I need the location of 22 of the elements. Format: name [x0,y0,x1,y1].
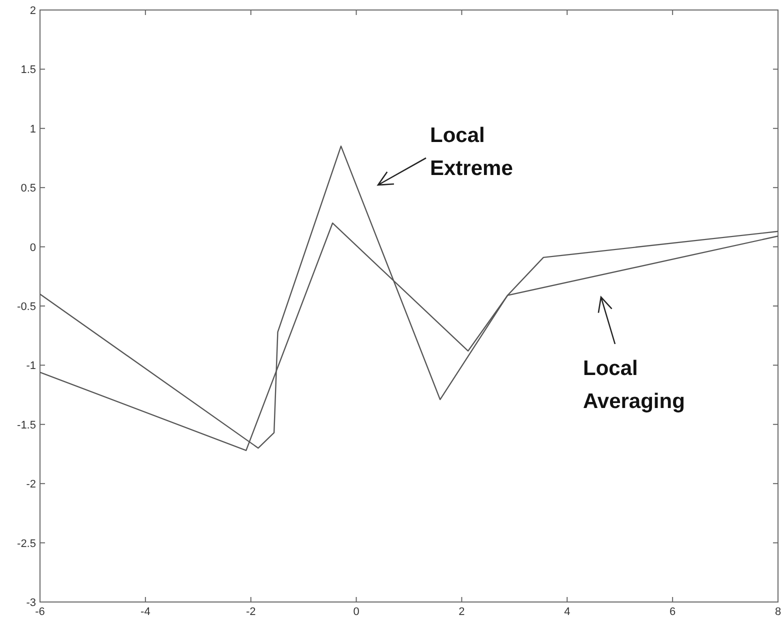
y-tick-label: -2.5 [17,538,36,550]
x-tick-label: -2 [246,606,256,618]
x-tick-label: -6 [35,606,45,618]
y-tick-label: 2 [30,5,36,17]
y-tick-label: -3 [26,597,36,609]
x-tick-label: -4 [140,606,150,618]
y-tick-label: -1 [26,360,36,372]
y-tick-label: 0 [30,242,36,254]
y-tick-label: 1 [30,123,36,136]
annotation: Local Extreme [430,124,513,180]
y-tick-label: -0.5 [17,301,36,313]
y-tick-label: 0.5 [20,182,36,195]
annotation: Local Averaging [583,357,685,413]
y-tick-label: -1.5 [17,419,36,432]
line-series [39,146,779,449]
x-tick-label: 0 [353,606,360,618]
x-tick-label: 4 [564,606,570,618]
x-tick-label: 2 [458,606,465,618]
y-tick-label: -2 [26,478,36,491]
x-tick-label: 8 [774,606,782,618]
x-tick-label: 6 [670,606,676,618]
y-tick-label: 1.5 [20,64,36,76]
